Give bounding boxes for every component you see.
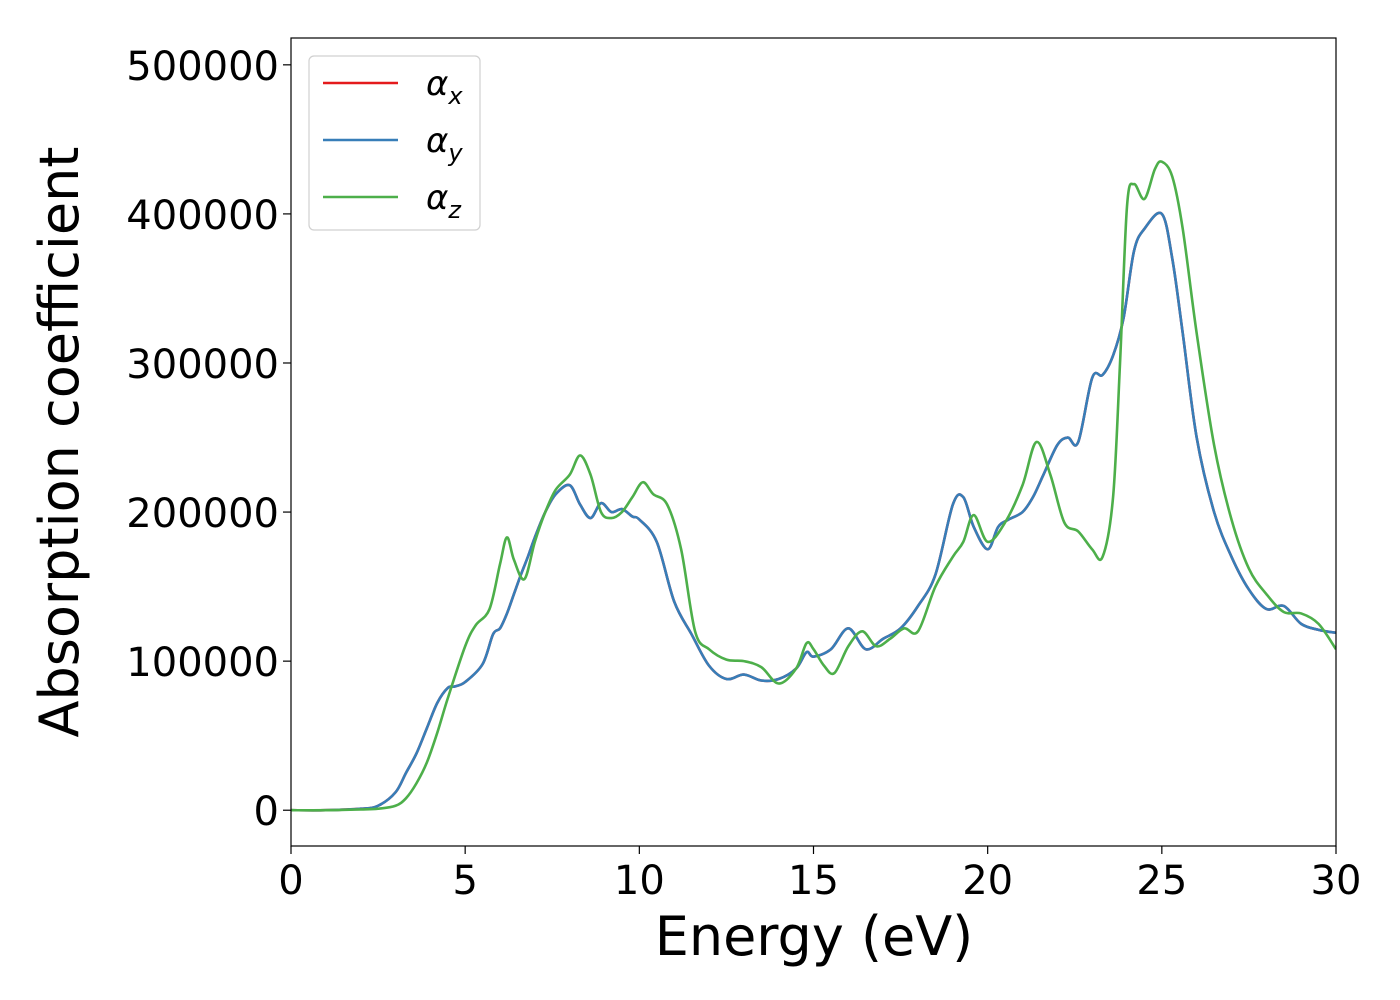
legend-label-3: αz bbox=[426, 178, 462, 224]
y-tick-label: 200000 bbox=[126, 491, 279, 537]
x-tick-label: 5 bbox=[452, 858, 477, 904]
x-tick-label: 30 bbox=[1311, 858, 1362, 904]
x-tick-label: 10 bbox=[614, 858, 665, 904]
series-line-3 bbox=[291, 160, 1336, 812]
x-tick-label: 15 bbox=[788, 858, 839, 904]
y-tick-label: 300000 bbox=[126, 342, 279, 388]
x-tick-label: 20 bbox=[962, 858, 1013, 904]
x-tick-label: 0 bbox=[278, 858, 303, 904]
x-axis: 0 5 10 15 20 25 30 bbox=[278, 846, 1361, 904]
x-axis-label: Energy (eV) bbox=[655, 905, 974, 968]
legend-label-2: αy bbox=[426, 121, 463, 167]
y-tick-label: 500000 bbox=[126, 44, 279, 90]
y-tick-label: 400000 bbox=[126, 193, 279, 239]
y-tick-label: 100000 bbox=[126, 640, 279, 686]
x-tick-label: 25 bbox=[1136, 858, 1187, 904]
y-axis: 0 100000 200000 300000 400000 500000 bbox=[126, 44, 291, 835]
legend: αx αy αz bbox=[308, 55, 481, 231]
legend-box bbox=[308, 55, 481, 231]
legend-label-1: αx bbox=[426, 64, 463, 110]
y-axis-label: Absorption coefficient bbox=[28, 147, 91, 738]
series-line-2 bbox=[291, 211, 1336, 812]
y-tick-label: 0 bbox=[254, 789, 279, 835]
series-layer bbox=[291, 160, 1336, 812]
